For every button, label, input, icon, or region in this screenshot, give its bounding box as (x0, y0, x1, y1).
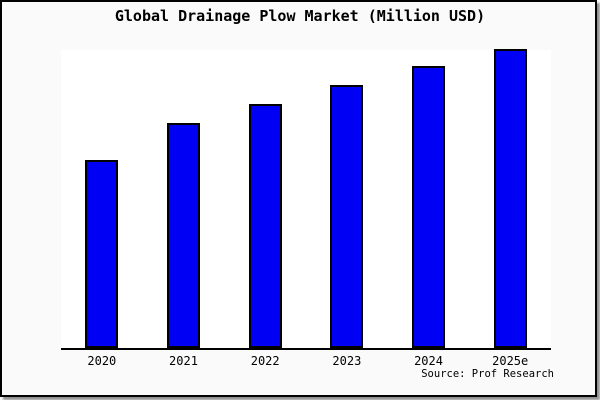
bar-slot-2020 (61, 50, 143, 348)
bar-2025e (493, 49, 527, 348)
bar-2022 (248, 104, 282, 348)
source-note: Source: Prof Research (421, 368, 554, 380)
x-tick-label-2022: 2022 (250, 354, 280, 368)
x-tick-label-2025e: 2025e (492, 354, 529, 368)
bar-slot-2021 (143, 50, 225, 348)
bar-2020 (85, 160, 119, 348)
bar-2021 (167, 123, 200, 348)
chart-title: Global Drainage Plow Market (Million USD… (114, 7, 486, 25)
bar-slot-2024 (388, 50, 470, 348)
x-tick-label-2023: 2023 (332, 354, 362, 368)
x-axis-labels: 2020 2021 2022 2023 2024 2025e (61, 354, 551, 368)
bar-2024 (412, 66, 446, 348)
bar-slot-2025e (469, 49, 551, 348)
bar-slot-2022 (224, 50, 306, 348)
bar-slot-2023 (306, 50, 388, 348)
plot-area (61, 49, 551, 350)
x-tick-label-2021: 2021 (169, 354, 198, 368)
bar-2023 (330, 85, 364, 348)
x-tick-label-2024: 2024 (414, 354, 443, 368)
x-tick-label-2020: 2020 (87, 354, 117, 368)
